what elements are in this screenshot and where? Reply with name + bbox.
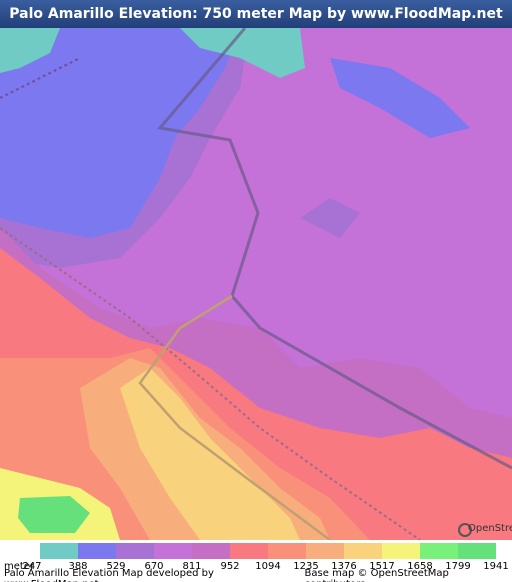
legend-unit: meter (4, 561, 35, 572)
legend-label: 388 (68, 561, 87, 572)
legend-label: 1941 (483, 561, 508, 572)
terrain-peak (18, 496, 90, 533)
road (157, 28, 512, 470)
legend-swatch (268, 543, 306, 559)
legend-label: 952 (220, 561, 239, 572)
osm-logo (458, 523, 472, 537)
legend-label: 247 (22, 561, 41, 572)
legend: meter 247 388 529 670 811 952 1094 1235 1376 1517… (4, 543, 509, 572)
legend-label: 811 (182, 561, 201, 572)
lowland (0, 28, 60, 73)
legend-label: 1658 (407, 561, 432, 572)
basemap-credit: Base map © OpenStreetMap contributors (304, 568, 449, 582)
credit: Palo Amarillo Elevation Map developed by… (4, 568, 214, 582)
osm-watermark: OpenStreetMap (468, 523, 512, 534)
footer: Palo Amarillo Elevation Map developed by… (4, 568, 508, 582)
legend-swatch (382, 543, 420, 559)
legend-label: 1094 (255, 561, 280, 572)
boundary (0, 227, 421, 540)
legend-swatch (40, 543, 78, 559)
legend-label: 529 (106, 561, 125, 572)
road (138, 294, 331, 540)
legend-swatch (78, 543, 116, 559)
boundary (0, 57, 81, 99)
elevation-map: OpenStreetMap (0, 28, 512, 540)
legend-swatch (344, 543, 382, 559)
legend-swatch (230, 543, 268, 559)
legend-swatch (192, 543, 230, 559)
low-area (330, 58, 470, 138)
legend-label: 670 (144, 561, 163, 572)
legend-label: 1235 (293, 561, 318, 572)
lowland (180, 28, 305, 78)
legend-label: 1376 (331, 561, 356, 572)
legend-label: 1799 (445, 561, 470, 572)
legend-swatch (116, 543, 154, 559)
legend-swatch (306, 543, 344, 559)
terrain-mid (300, 198, 360, 238)
title: Palo Amarillo Elevation: 750 meter Map b… (0, 0, 512, 50)
legend-label: 1517 (369, 561, 394, 572)
low-area (0, 28, 240, 238)
legend-swatch (154, 543, 192, 559)
legend-swatch (458, 543, 496, 559)
legend-swatch (420, 543, 458, 559)
